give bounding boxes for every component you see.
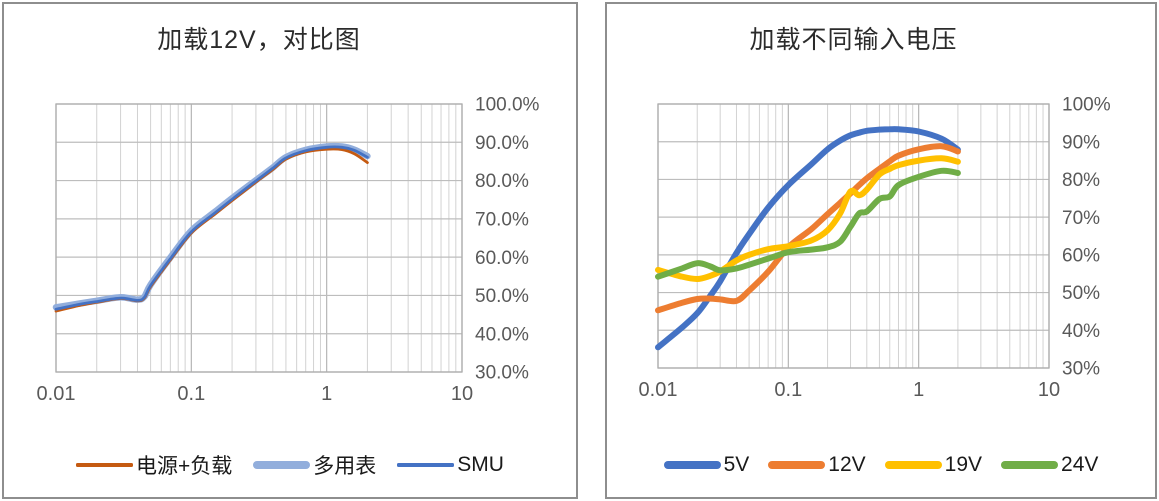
legend-right: 5V 12V 19V 24V — [607, 448, 1155, 482]
svg-text:90.0%: 90.0% — [475, 133, 529, 154]
legend-item-5v: 5V — [663, 453, 750, 477]
legend-label-24v: 24V — [1061, 453, 1099, 476]
svg-text:80%: 80% — [1062, 170, 1100, 191]
svg-text:0.01: 0.01 — [639, 379, 678, 401]
chart-title-right: 加载不同输入电压 — [749, 26, 958, 54]
svg-text:60.0%: 60.0% — [475, 248, 529, 269]
chart-title-left: 加载12V，对比图 — [157, 26, 361, 54]
legend-label-multimeter: 多用表 — [313, 455, 377, 478]
chart-panel-12v-comparison: 100.0% 90.0% 80.0% 70.0% 60.0% 50.0% 40.0% 30.0… — [2, 2, 578, 499]
svg-text:0.01: 0.01 — [37, 383, 76, 405]
svg-text:70%: 70% — [1062, 208, 1100, 229]
svg-text:0.1: 0.1 — [177, 383, 205, 405]
legend-label-19v: 19V — [944, 453, 983, 476]
legend-swatch-smu — [397, 463, 455, 467]
legend-item-power-load: 电源+负载 — [76, 450, 232, 480]
legend-label-12v: 12V — [828, 453, 866, 476]
chart-panel-input-voltages: 100% 90% 80% 70% 60% 50% 40% 30% 0.01 0.1 1 10 加载不同… — [605, 2, 1157, 499]
svg-text:10: 10 — [1038, 379, 1060, 401]
line-plot-12v-comparison: 100.0% 90.0% 80.0% 70.0% 60.0% 50.0% 40.0% 30.0… — [37, 95, 540, 405]
svg-text:40.0%: 40.0% — [475, 324, 529, 345]
svg-text:30.0%: 30.0% — [475, 363, 529, 384]
legend-swatch-5v — [663, 461, 721, 469]
svg-text:0.1: 0.1 — [774, 379, 802, 401]
legend-swatch-12v — [768, 461, 826, 469]
svg-text:90%: 90% — [1062, 132, 1100, 153]
svg-text:40%: 40% — [1062, 321, 1100, 342]
legend-item-12v: 12V — [768, 453, 866, 477]
svg-text:50%: 50% — [1062, 283, 1100, 304]
svg-text:1: 1 — [913, 379, 924, 401]
legend-left: 电源+负载 多用表 SMU — [4, 448, 576, 482]
svg-text:30%: 30% — [1062, 359, 1100, 380]
svg-text:70.0%: 70.0% — [475, 210, 529, 231]
svg-text:80.0%: 80.0% — [475, 171, 529, 192]
svg-text:1: 1 — [321, 383, 332, 405]
legend-item-24v: 24V — [1001, 453, 1098, 477]
svg-text:100.0%: 100.0% — [475, 95, 540, 116]
svg-text:50.0%: 50.0% — [475, 286, 529, 307]
line-plot-input-voltages: 100% 90% 80% 70% 60% 50% 40% 30% 0.01 0.1 1 10 — [639, 95, 1111, 401]
svg-text:60%: 60% — [1062, 246, 1100, 267]
legend-label-5v: 5V — [723, 453, 750, 476]
svg-text:100%: 100% — [1062, 95, 1111, 116]
legend-label-power-load: 电源+负载 — [136, 455, 233, 478]
legend-label-smu: SMU — [457, 453, 504, 476]
legend-item-19v: 19V — [884, 453, 983, 477]
legend-item-multimeter: 多用表 — [253, 450, 376, 480]
legend-swatch-multimeter — [253, 461, 311, 469]
legend-swatch-power-load — [76, 463, 134, 467]
svg-text:10: 10 — [451, 383, 473, 405]
legend-item-smu: SMU — [397, 453, 504, 477]
legend-swatch-24v — [1001, 461, 1059, 469]
legend-swatch-19v — [884, 461, 942, 469]
